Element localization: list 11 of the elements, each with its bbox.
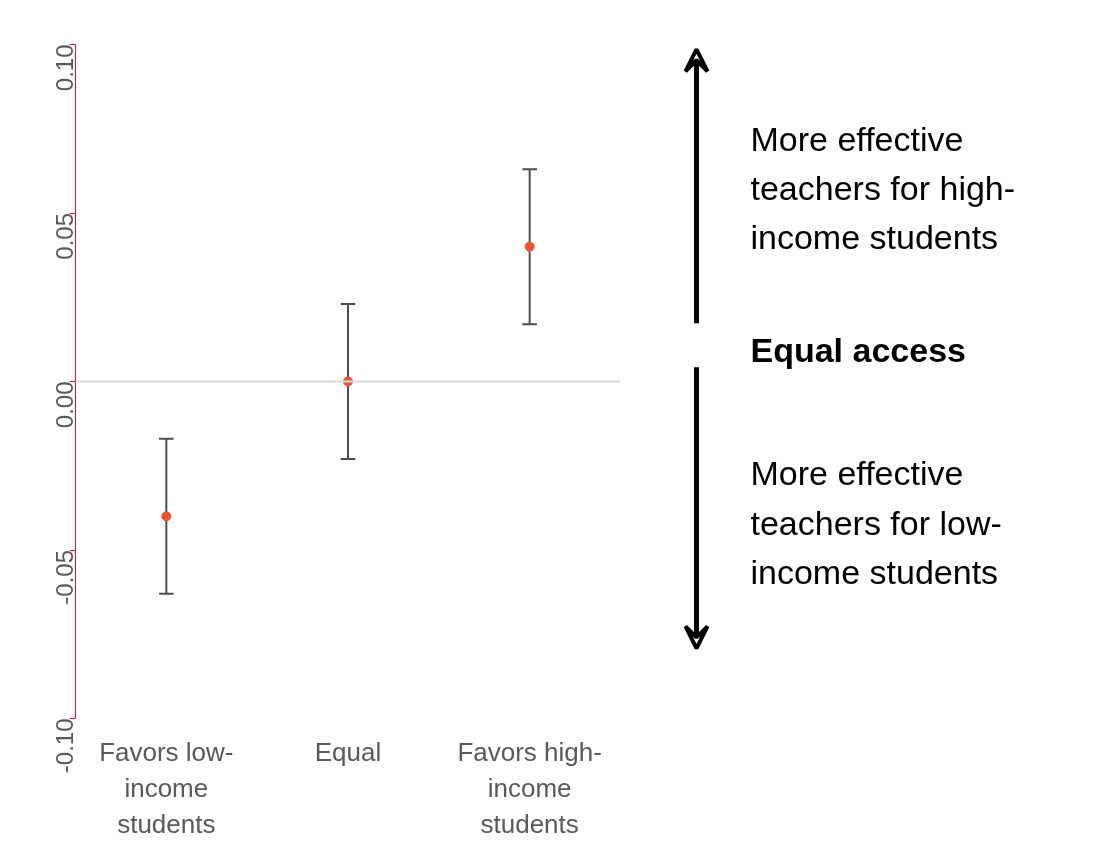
text: Equal access (750, 331, 966, 370)
text: More effective teachers for high-income students (750, 119, 1016, 257)
text: More effective teachers for low-income students (750, 454, 1002, 591)
x-tick-label: Favors high-income students (457, 736, 602, 839)
x-tick-label: Favors low-income students (99, 736, 234, 839)
y-tick-label: -0.05 (51, 550, 78, 605)
y-tick-label: 0.00 (51, 381, 78, 429)
x-tick-label: Equal (314, 736, 382, 767)
y-tick-label: 0.10 (51, 44, 78, 92)
y-tick-label: -0.10 (51, 718, 78, 774)
y-tick-label: 0.05 (51, 212, 78, 260)
